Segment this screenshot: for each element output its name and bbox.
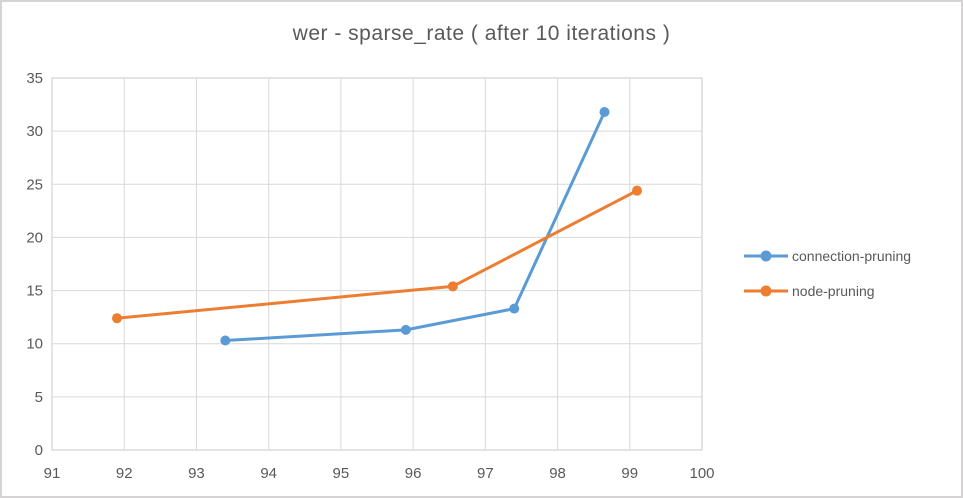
x-tick-label: 91 — [44, 465, 61, 482]
legend-label: connection-pruning — [792, 248, 912, 264]
legend-marker-icon — [744, 250, 788, 262]
x-tick-label: 99 — [621, 465, 638, 482]
data-point-connection-pruning — [400, 324, 411, 335]
x-tick-label: 93 — [188, 465, 205, 482]
legend-marker-icon — [744, 285, 788, 297]
y-tick-label: 15 — [26, 283, 43, 300]
series-line-connection-pruning — [223, 110, 606, 343]
x-tick-label: 97 — [477, 465, 494, 482]
data-point-connection-pruning — [599, 107, 610, 118]
y-tick-label: 10 — [26, 336, 43, 353]
y-tick-label: 5 — [35, 389, 43, 406]
data-point-node-pruning — [112, 313, 122, 324]
x-tick-label: 92 — [116, 465, 133, 482]
plot-border — [51, 77, 703, 451]
y-tick-label: 20 — [26, 229, 43, 246]
y-tick-label: 0 — [35, 442, 43, 459]
data-point-connection-pruning — [509, 303, 520, 314]
y-tick-label: 35 — [26, 70, 43, 87]
x-tick-label: 100 — [689, 465, 714, 482]
x-tick-label: 95 — [333, 465, 350, 482]
legend-item-connection-pruning: connection-pruning — [744, 246, 911, 266]
data-point-connection-pruning — [220, 335, 231, 346]
chart-title: wer - sparse_rate ( after 10 iterations … — [292, 22, 671, 45]
x-tick-label: 94 — [260, 465, 277, 482]
legend: connection-pruning node-pruning — [744, 246, 911, 301]
x-tick-label: 98 — [549, 465, 566, 482]
x-tick-label: 96 — [405, 465, 422, 482]
data-point-node-pruning — [632, 185, 642, 196]
legend-item-node-pruning: node-pruning — [744, 281, 911, 301]
y-tick-label: 30 — [26, 123, 43, 140]
y-tick-label: 25 — [26, 176, 43, 193]
data-point-node-pruning — [447, 281, 458, 292]
legend-label: node-pruning — [792, 283, 875, 299]
